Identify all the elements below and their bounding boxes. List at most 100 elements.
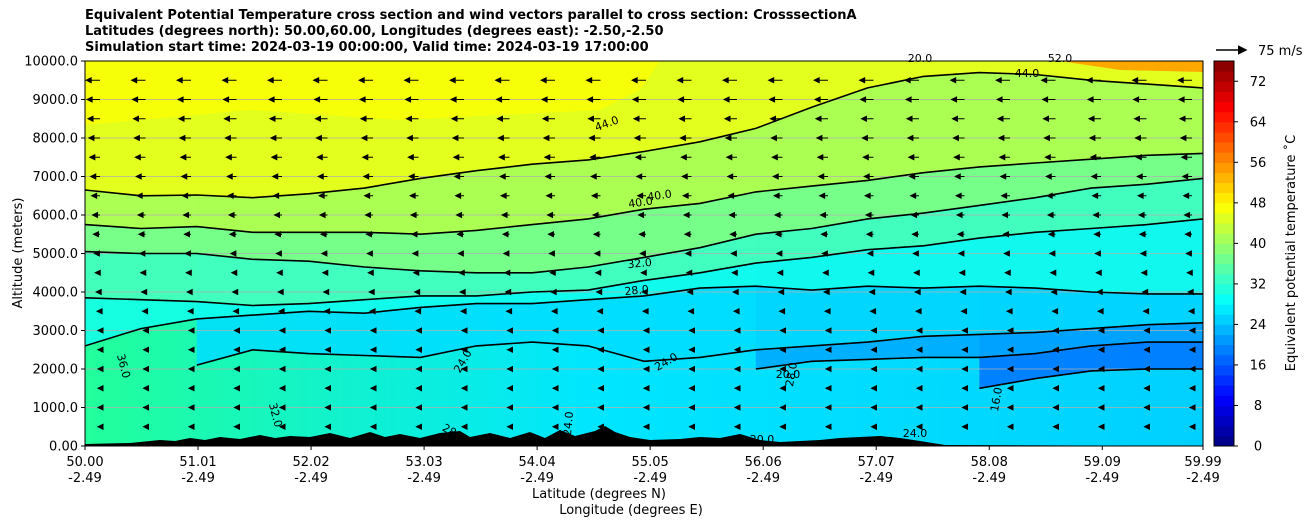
wind-arrow (551, 327, 559, 334)
wind-arrow (278, 327, 286, 334)
wind-arrow (1143, 423, 1150, 431)
colorbar-segment (1214, 435, 1234, 447)
wind-arrow (187, 346, 195, 354)
wind-arrow (1086, 96, 1101, 103)
wind-arrow (688, 384, 695, 392)
colorbar-segment (1214, 162, 1234, 173)
contour-line (85, 177, 1203, 274)
wind-arrow (870, 404, 877, 411)
title-line-3: Simulation start time: 2024-03-19 00:00:… (85, 40, 649, 55)
wind-arrow (1184, 230, 1192, 238)
wind-arrow (142, 346, 149, 354)
wind-arrow (586, 96, 601, 103)
wind-arrow (1046, 211, 1056, 219)
wind-arrow (779, 423, 786, 431)
wind-arrow (141, 307, 149, 315)
wind-arrow (136, 211, 146, 219)
wind-arrow (93, 250, 100, 257)
wind-arrow (142, 365, 149, 373)
wind-arrow (506, 423, 513, 431)
wind-arrow (1044, 153, 1056, 161)
wind-arrow (543, 153, 555, 161)
wind-arrow (90, 192, 100, 200)
wind-arrow (910, 211, 919, 219)
wind-arrow (958, 269, 966, 277)
wind-arrow (1096, 307, 1104, 315)
wind-arrow (915, 346, 923, 354)
wind-arrow (1143, 327, 1150, 334)
wind-arrow (725, 153, 737, 161)
wind-arrow (773, 211, 783, 219)
wind-arrow (731, 269, 738, 277)
wind-arrow (1006, 423, 1014, 431)
x-tick-label-lon: -2.49 (746, 471, 780, 486)
x-tick-label-lat: 56.06 (745, 455, 782, 470)
wind-arrow (132, 115, 146, 123)
wind-arrow (1177, 96, 1192, 103)
wind-arrow (1047, 230, 1056, 238)
colorbar-segment (1214, 61, 1234, 72)
wind-arrow (449, 76, 464, 84)
wind-arrow (502, 250, 510, 257)
colorbar-segment (1214, 294, 1234, 305)
wind-arrow (591, 192, 601, 200)
wind-arrow (732, 307, 740, 315)
wind-arrow (411, 250, 419, 257)
x-tick-label-lat: 54.04 (519, 455, 556, 470)
colorbar-segment (1214, 324, 1234, 336)
wind-arrow (1051, 307, 1059, 315)
wind-arrow (824, 365, 832, 373)
colorbar-tick-label: 56 (1250, 156, 1267, 171)
contour-label: 24.0 (903, 427, 928, 440)
wind-arrow (957, 250, 965, 257)
wind-arrow (369, 346, 377, 354)
wind-arrow (870, 346, 877, 354)
wind-arrow (368, 307, 376, 315)
wind-arrow (682, 192, 692, 200)
wind-arrow (324, 365, 331, 373)
wind-arrow (1188, 365, 1196, 373)
wind-arrow (683, 230, 692, 238)
wind-arrow (911, 230, 919, 238)
wind-arrow (412, 269, 420, 277)
wind-arrow (908, 173, 919, 180)
wind-arrow (1186, 269, 1193, 277)
wind-arrow (905, 115, 919, 123)
wind-arrow (1143, 346, 1150, 354)
wind-arrow (822, 269, 829, 277)
wind-arrow (961, 404, 968, 411)
wind-arrow (227, 192, 237, 200)
wind-arrow (727, 192, 737, 200)
wind-arrow (130, 76, 146, 84)
wind-arrow (551, 384, 559, 392)
wind-arrow (495, 96, 510, 103)
wind-arrow (324, 384, 331, 392)
wind-arrow (415, 327, 422, 334)
wind-arrow (777, 288, 785, 296)
wind-arrow (961, 327, 968, 334)
wind-arrow (1001, 211, 1010, 219)
wind-arrow (772, 173, 783, 180)
wind-arrow (733, 327, 741, 334)
wind-arrow (551, 365, 559, 373)
wind-arrow (1097, 346, 1105, 354)
wind-arrow (915, 365, 923, 373)
wind-arrow (870, 365, 877, 373)
y-tick-label: 8000.0 (33, 132, 79, 147)
wind-arrow (637, 211, 646, 219)
wind-arrow (724, 134, 737, 142)
contour-label: 28.0 (624, 283, 650, 298)
wind-arrow (134, 153, 146, 161)
y-tick-label: 2000.0 (33, 363, 79, 378)
wind-arrow (1185, 250, 1192, 257)
y-axis-label: Altitude (meters) (11, 198, 26, 309)
wind-arrow (995, 96, 1010, 103)
colorbar-segment (1214, 263, 1234, 275)
y-tick-label: 7000.0 (33, 170, 79, 185)
wind-arrow (728, 211, 737, 219)
wind-arrow (233, 404, 240, 411)
wind-arrow (1096, 288, 1103, 296)
wind-arrow (410, 230, 419, 238)
colorbar-segment (1214, 283, 1234, 295)
